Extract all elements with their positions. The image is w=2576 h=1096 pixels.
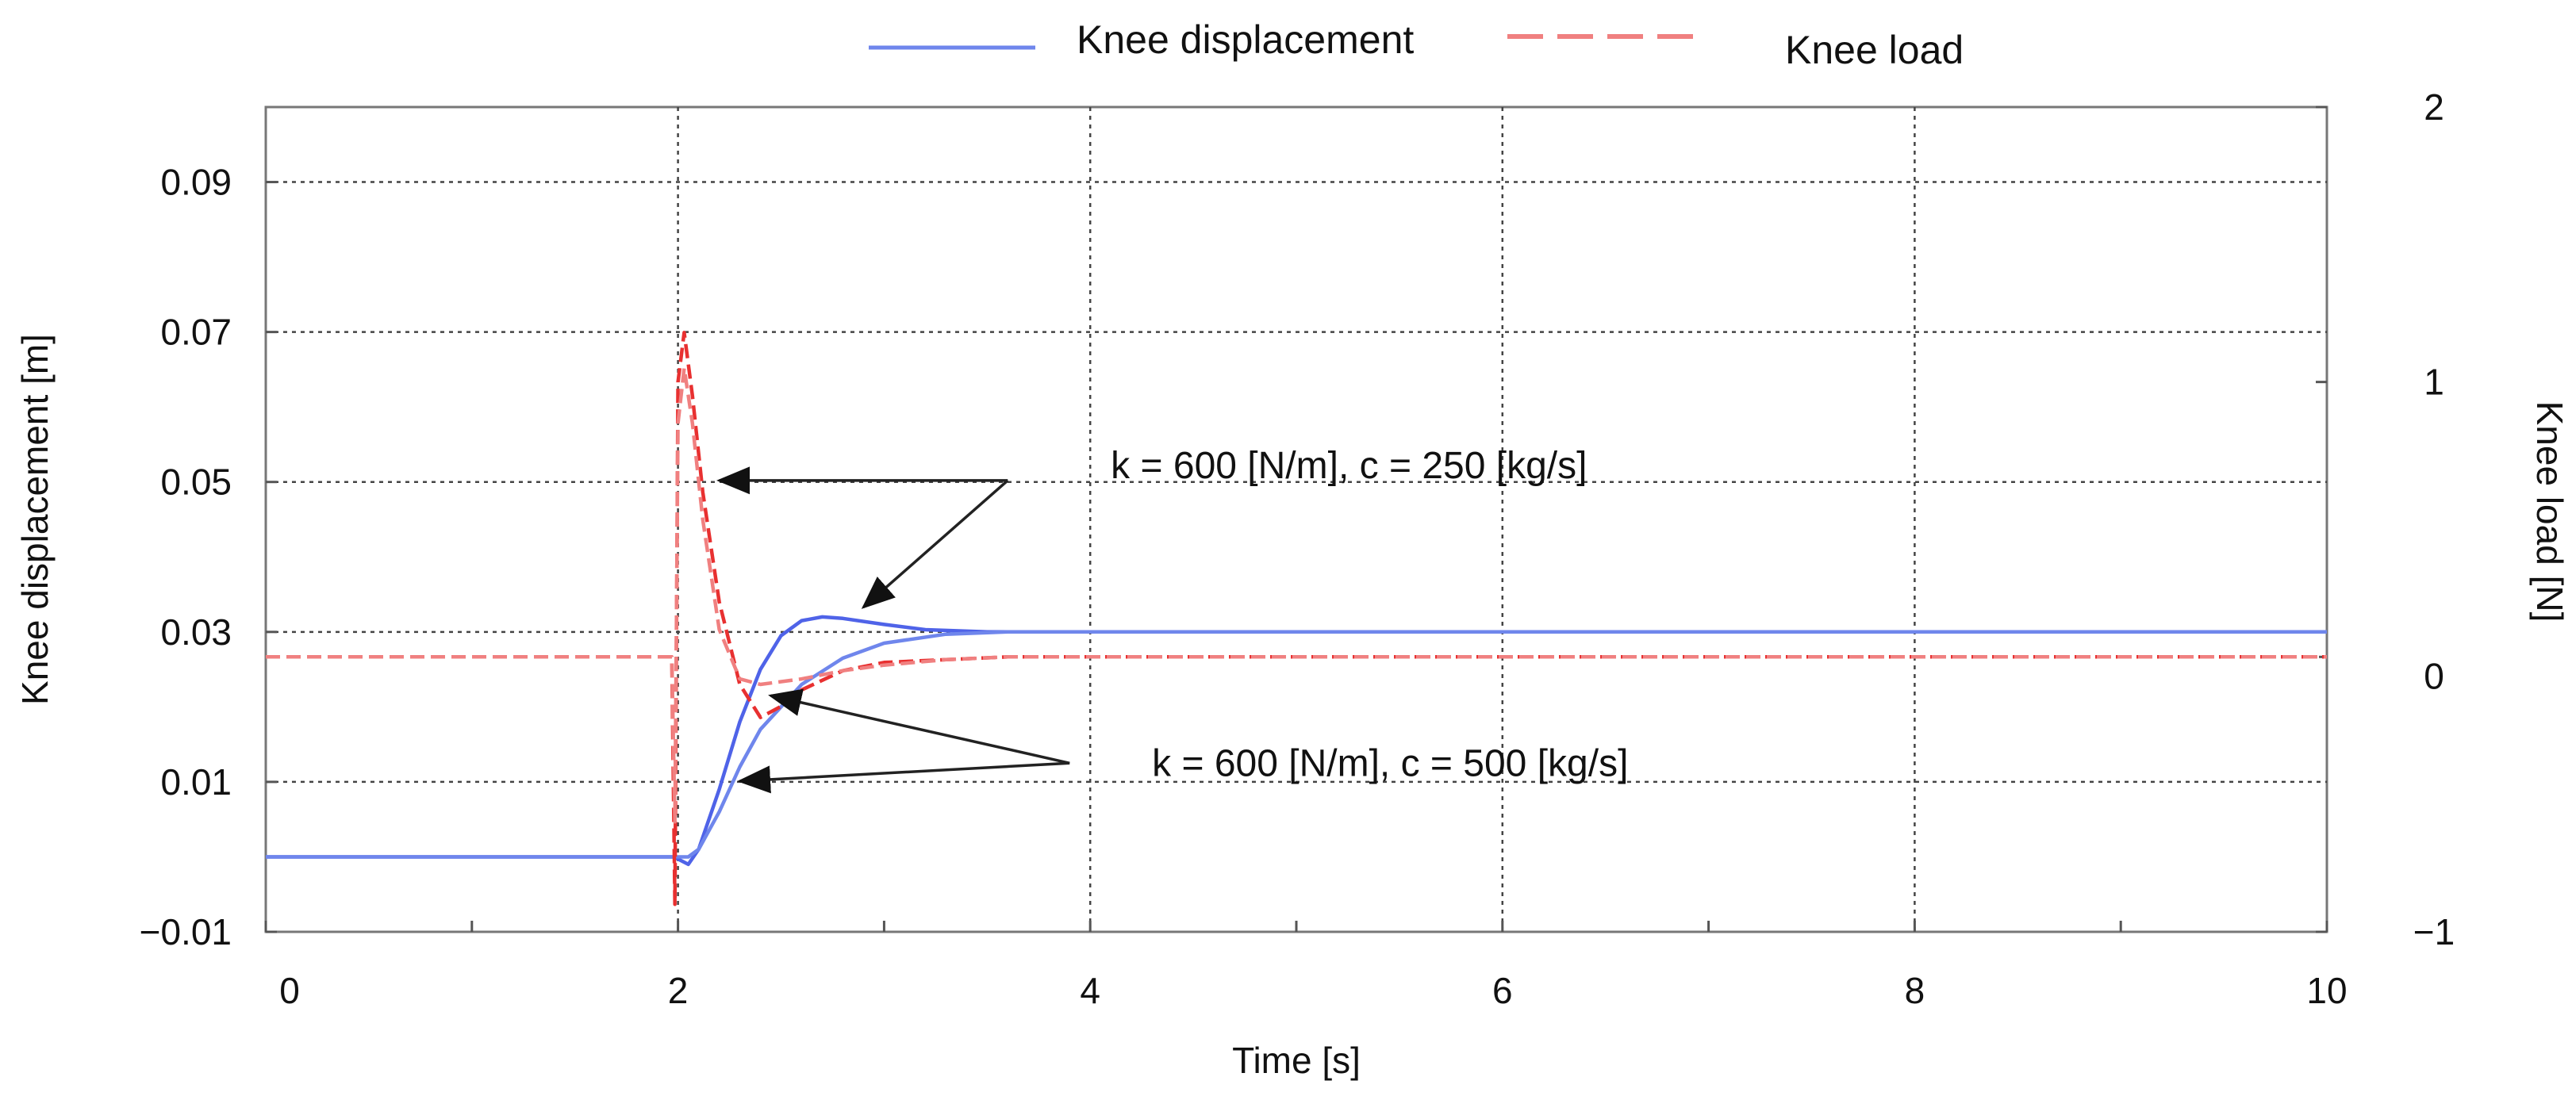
y-left-tick-label: −0.01: [140, 911, 232, 952]
y-right-tick-label: 2: [2424, 86, 2444, 128]
y-left-tick-label: 0.01: [160, 761, 232, 803]
annotation-arrow: [737, 761, 1070, 794]
legend: Knee displacement Knee load: [869, 17, 1964, 72]
x-tick-label: 6: [1492, 970, 1513, 1011]
y-axis-right-label: Knee load [N]: [2529, 401, 2570, 623]
y-right-tick-label: 1: [2424, 362, 2444, 403]
x-axis-label: Time [s]: [1232, 1040, 1361, 1081]
annotation-label-2: k = 600 [N/m], c = 500 [kg/s]: [1152, 742, 1628, 784]
annotation-arrow: [861, 479, 1009, 609]
annotation-layer: k = 600 [N/m], c = 250 [kg/s] k = 600 [N/…: [716, 445, 1628, 794]
tick-labels: 0 2 4 6 8 10 −0.01 0.01 0.03 0.05 0.07 0.09 −1 1 2 0: [140, 86, 2455, 1011]
annotation-label-1: k = 600 [N/m], c = 250 [kg/s]: [1111, 445, 1587, 487]
legend-label-knee-displacement: Knee displacement: [1077, 17, 1414, 62]
annotation-arrow: [768, 688, 1070, 765]
legend-label-knee-load: Knee load: [1785, 28, 1964, 72]
y-left-tick-label: 0.05: [160, 462, 232, 503]
y-axis-left-label: Knee displacement [m]: [14, 334, 56, 705]
axis-ticks: [264, 105, 2328, 933]
y-right-minor-tick-label: 0: [2424, 655, 2444, 696]
x-tick-label: 0: [279, 970, 300, 1011]
x-tick-label: 10: [2306, 970, 2347, 1011]
series-line-3: [266, 331, 2327, 906]
y-left-tick-label: 0.07: [160, 312, 232, 353]
x-tick-label: 8: [1905, 970, 1925, 1011]
x-tick-label: 2: [668, 970, 689, 1011]
series-line-4: [266, 366, 2327, 824]
y-left-tick-label: 0.03: [160, 611, 232, 653]
y-right-tick-label: −1: [2413, 911, 2455, 952]
plot-area: [264, 105, 2328, 933]
y-left-tick-label: 0.09: [160, 162, 232, 203]
series-line-1: [266, 615, 2327, 867]
x-tick-label: 4: [1080, 970, 1100, 1011]
